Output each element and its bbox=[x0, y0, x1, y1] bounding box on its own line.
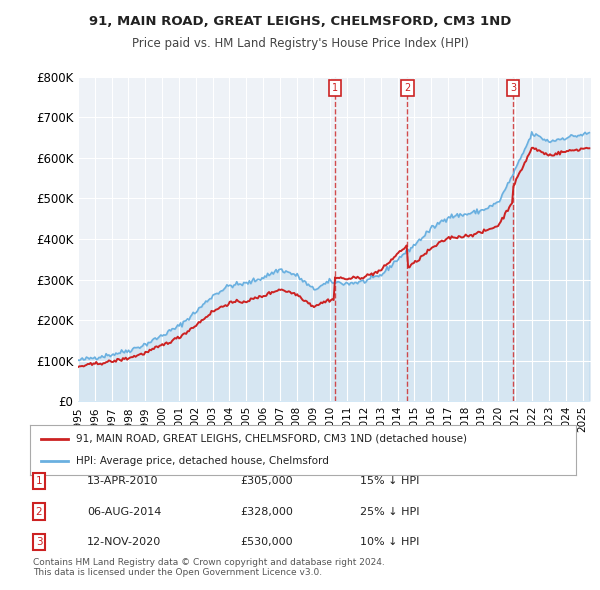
Text: 13-APR-2010: 13-APR-2010 bbox=[87, 476, 158, 486]
Text: 91, MAIN ROAD, GREAT LEIGHS, CHELMSFORD, CM3 1ND: 91, MAIN ROAD, GREAT LEIGHS, CHELMSFORD,… bbox=[89, 15, 511, 28]
Text: 2: 2 bbox=[35, 507, 43, 516]
Text: £530,000: £530,000 bbox=[240, 537, 293, 547]
Text: £305,000: £305,000 bbox=[240, 476, 293, 486]
Text: Contains HM Land Registry data © Crown copyright and database right 2024.
This d: Contains HM Land Registry data © Crown c… bbox=[33, 558, 385, 577]
Text: 10% ↓ HPI: 10% ↓ HPI bbox=[360, 537, 419, 547]
Text: 06-AUG-2014: 06-AUG-2014 bbox=[87, 507, 161, 516]
Text: 1: 1 bbox=[332, 83, 338, 93]
Text: 15% ↓ HPI: 15% ↓ HPI bbox=[360, 476, 419, 486]
Text: 3: 3 bbox=[510, 83, 516, 93]
Text: Price paid vs. HM Land Registry's House Price Index (HPI): Price paid vs. HM Land Registry's House … bbox=[131, 37, 469, 50]
Text: 12-NOV-2020: 12-NOV-2020 bbox=[87, 537, 161, 547]
Text: 3: 3 bbox=[35, 537, 43, 547]
Text: HPI: Average price, detached house, Chelmsford: HPI: Average price, detached house, Chel… bbox=[76, 456, 329, 466]
Text: 1: 1 bbox=[35, 476, 43, 486]
Text: £328,000: £328,000 bbox=[240, 507, 293, 516]
Text: 25% ↓ HPI: 25% ↓ HPI bbox=[360, 507, 419, 516]
Text: 91, MAIN ROAD, GREAT LEIGHS, CHELMSFORD, CM3 1ND (detached house): 91, MAIN ROAD, GREAT LEIGHS, CHELMSFORD,… bbox=[76, 434, 467, 444]
Text: 2: 2 bbox=[404, 83, 410, 93]
